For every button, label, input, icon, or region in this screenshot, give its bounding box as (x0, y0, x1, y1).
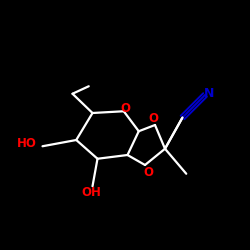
Text: HO: HO (16, 137, 36, 150)
Text: OH: OH (81, 186, 101, 199)
Text: N: N (204, 87, 214, 100)
Text: O: O (143, 166, 153, 178)
Text: O: O (149, 112, 159, 124)
Text: O: O (121, 102, 131, 115)
